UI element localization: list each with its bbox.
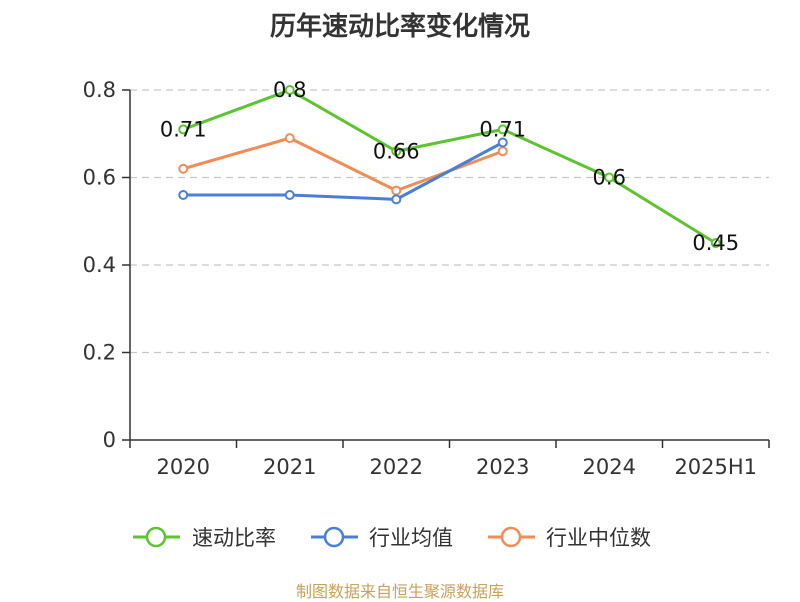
data-label: 0.71 xyxy=(160,117,207,141)
y-tick-label: 0.6 xyxy=(83,166,116,190)
x-tick-label: 2025H1 xyxy=(674,455,757,479)
grid-lines xyxy=(130,89,769,354)
data-point xyxy=(284,85,295,95)
x-tick-label: 2024 xyxy=(583,455,636,479)
data-label: 0.71 xyxy=(479,117,526,141)
x-tick-label: 2020 xyxy=(157,455,210,479)
y-tick-label: 0 xyxy=(103,428,116,452)
data-label: 0.66 xyxy=(373,139,420,163)
source-note: 制图数据来自恒生聚源数据库 xyxy=(295,582,504,601)
data-point xyxy=(178,124,189,135)
chart-title: 历年速动比率变化情况 xyxy=(269,12,530,42)
series-lines xyxy=(178,85,721,249)
data-point xyxy=(497,146,508,157)
series-line xyxy=(182,136,504,193)
data-point xyxy=(391,185,402,196)
data-point xyxy=(178,190,189,200)
legend-label: 行业均值 xyxy=(369,526,453,550)
data-point xyxy=(604,172,615,183)
legend: 速动比率 行业均值 行业中位数 xyxy=(133,526,651,550)
data-point xyxy=(284,133,295,144)
x-tick-label: 2021 xyxy=(263,455,316,479)
legend-marker xyxy=(323,526,345,548)
x-tick-label: 2023 xyxy=(476,455,529,479)
data-label: 0.8 xyxy=(273,78,306,102)
x-tick-label: 2022 xyxy=(370,455,423,479)
data-label: 0.6 xyxy=(593,166,626,190)
y-tick-label: 0.8 xyxy=(83,78,116,102)
data-point xyxy=(284,190,295,200)
legend-marker xyxy=(500,526,522,548)
data-point xyxy=(497,124,508,135)
data-point xyxy=(391,194,402,205)
series-line xyxy=(182,88,717,245)
y-tick-label: 0.2 xyxy=(83,341,116,365)
data-point xyxy=(391,146,402,157)
data-labels: 0.71 0.8 0.66 0.71 0.6 0.45 xyxy=(160,78,739,255)
data-point xyxy=(178,163,189,174)
y-tick-label: 0.4 xyxy=(83,253,116,277)
data-label: 0.45 xyxy=(692,231,739,255)
legend-label: 行业中位数 xyxy=(546,526,651,550)
series-line xyxy=(183,141,504,201)
legend-label: 速动比率 xyxy=(192,526,276,550)
legend-marker xyxy=(145,526,167,548)
axes: 0 0.2 0.4 0.6 0.8 2020 2021 2022 2023 2024 2025H1 xyxy=(83,78,770,479)
data-point xyxy=(710,238,721,249)
data-point xyxy=(497,137,508,148)
